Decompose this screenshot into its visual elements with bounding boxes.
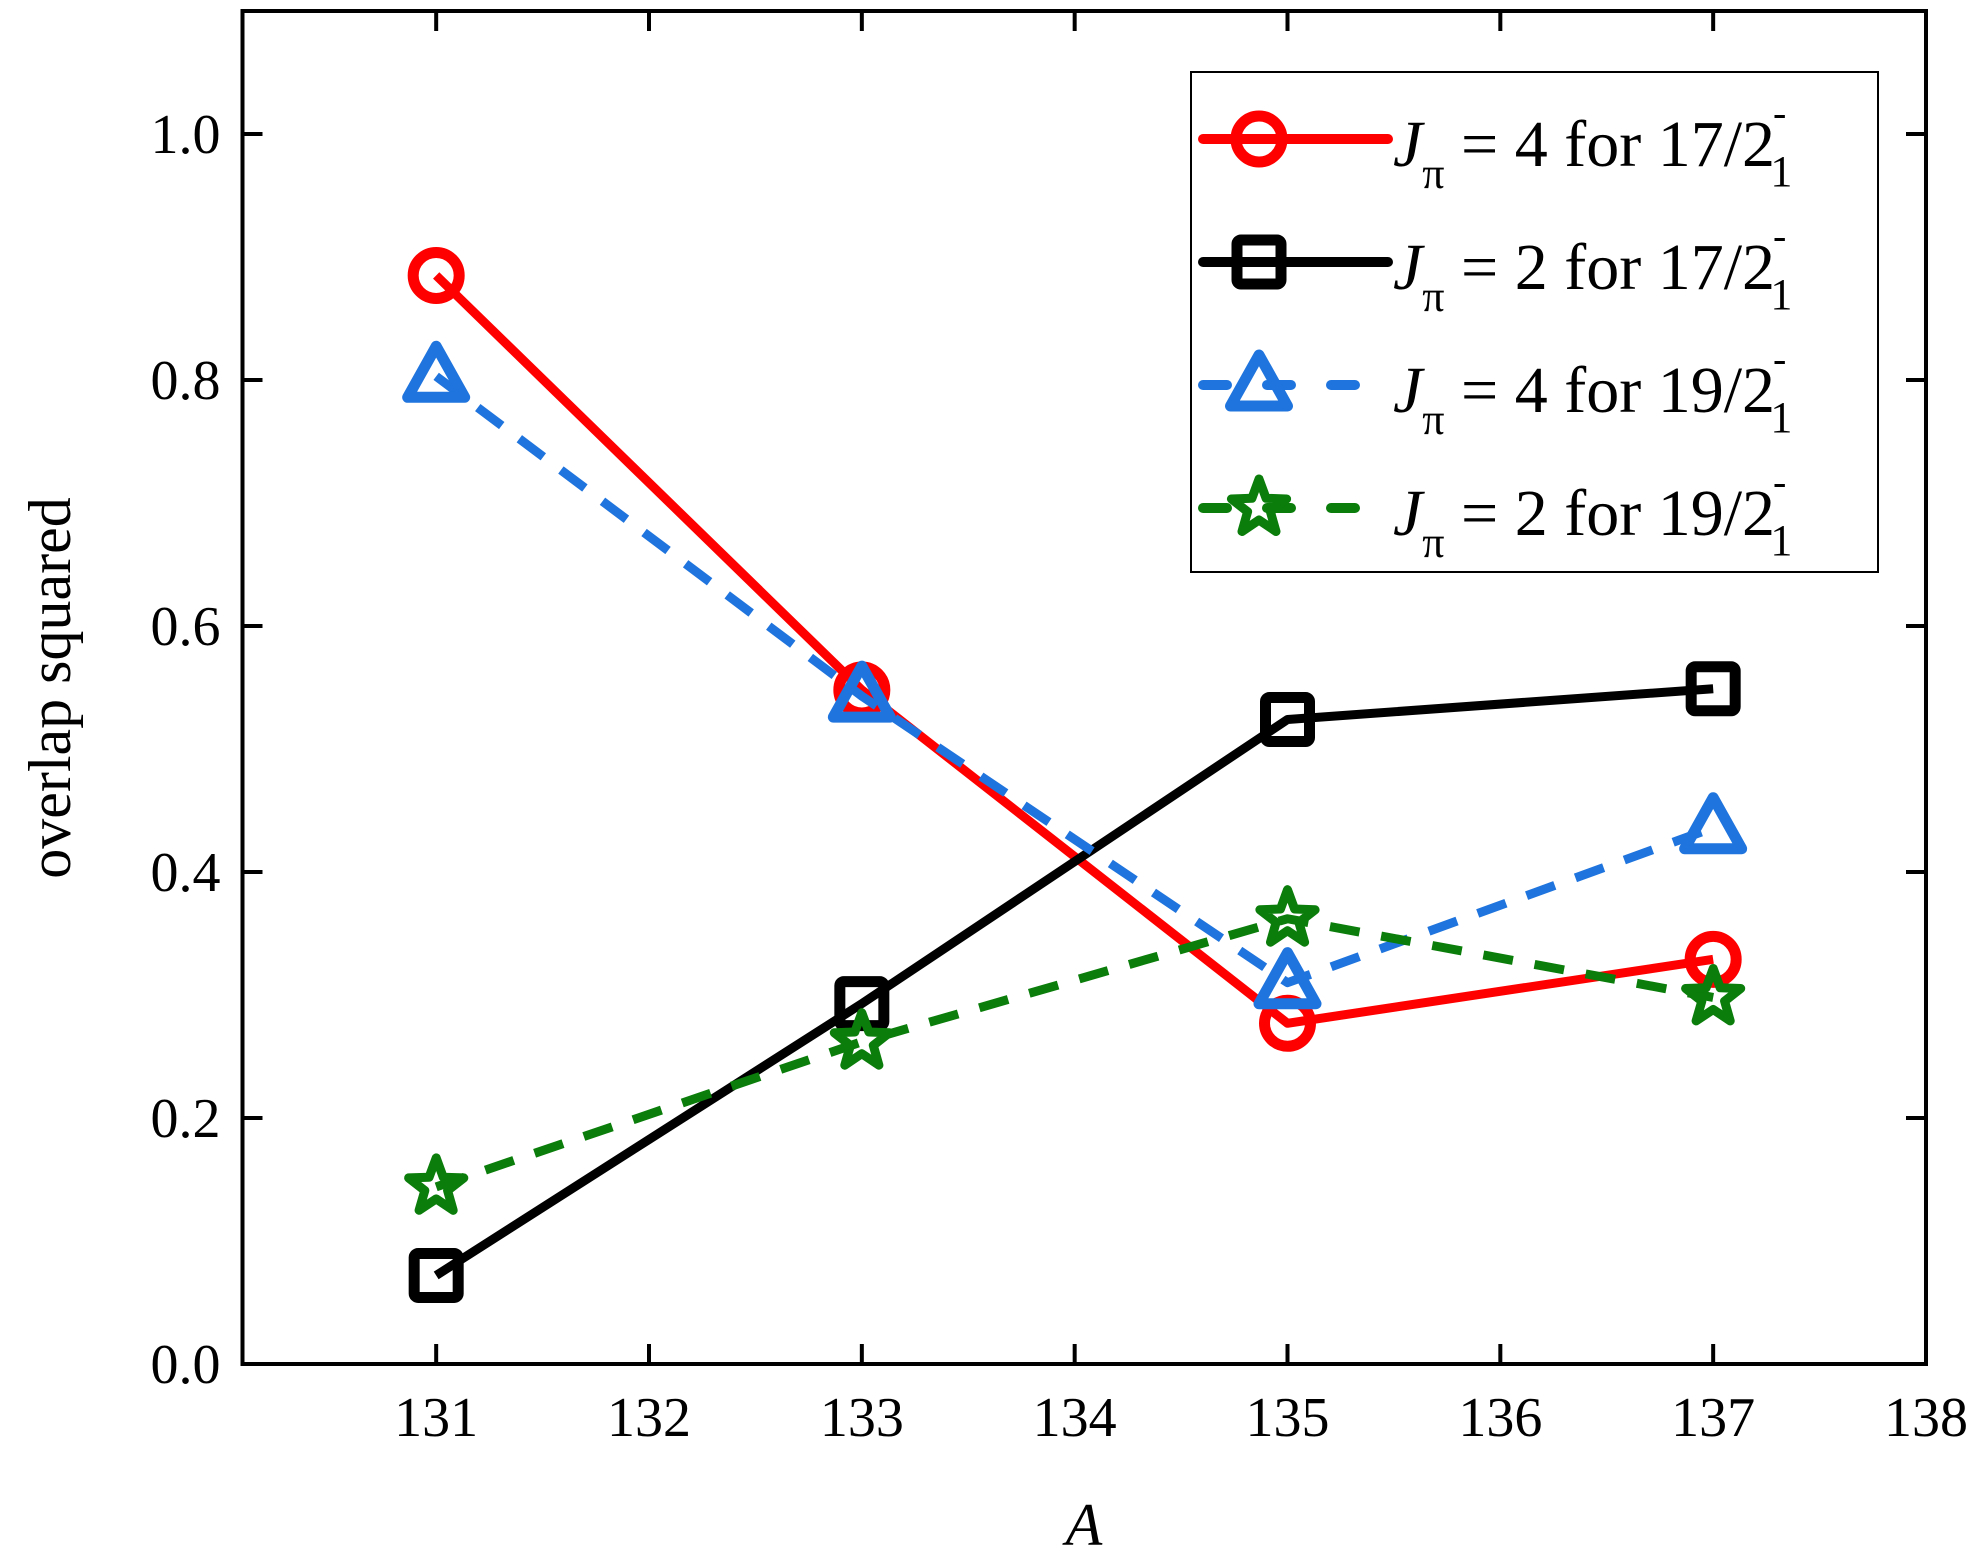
ticks: 131 132 133 134 135 136 137 138 0.0 0.2 0.4 0.6 0.8 1… — [151, 11, 1968, 1449]
legend-label-sup: - — [1773, 213, 1786, 258]
legend: Jπ = 4 for 17/2-1Jπ = 2 for 17/2-1Jπ = 4… — [1190, 71, 1879, 573]
legend-label-sym: J — [1393, 231, 1425, 304]
y-tick-label: 0.8 — [151, 350, 221, 412]
x-tick-label: 137 — [1671, 1387, 1755, 1449]
legend-label-sub: π — [1422, 149, 1444, 198]
triangle-marker — [1253, 947, 1322, 1010]
x-tick-label: 136 — [1458, 1387, 1542, 1449]
series-square — [408, 661, 1741, 1303]
series-line — [433, 684, 1714, 1280]
legend-label-sub: π — [1422, 395, 1444, 444]
x-tick-label: 131 — [394, 1387, 478, 1449]
legend-item: Jπ = 2 for 17/2- 1 — [1198, 213, 1792, 321]
triangle-marker — [827, 660, 896, 723]
square-marker — [1260, 691, 1316, 747]
y-tick-label: 0.6 — [151, 596, 221, 658]
x-axis-label: A — [1062, 1492, 1103, 1555]
legend-label-sub2: 1 — [1770, 516, 1792, 565]
legend-label-sym: J — [1393, 108, 1425, 181]
series-line — [434, 914, 1714, 1192]
legend-label-sup: - — [1773, 459, 1786, 504]
circle-marker — [1684, 930, 1742, 988]
x-tick-label: 135 — [1246, 1387, 1330, 1449]
series-triangle — [402, 340, 1748, 1010]
legend-label-text: = 2 for 19/2 — [1445, 477, 1776, 550]
legend-item: Jπ = 2 for 19/2- 1 — [1198, 459, 1792, 567]
triangle-marker — [1679, 792, 1748, 855]
legend-label-sub: π — [1422, 272, 1444, 321]
legend-label: Jπ = 4 for 17/2- 1 — [1393, 90, 1792, 198]
square-marker — [1685, 661, 1741, 717]
y-tick-label: 0.0 — [151, 1334, 221, 1396]
legend-label-text: = 4 for 17/2 — [1445, 108, 1776, 181]
legend-label-sup: - — [1773, 336, 1786, 381]
legend-item: Jπ = 4 for 17/2- 1 — [1198, 90, 1792, 198]
legend-label: Jπ = 2 for 17/2- 1 — [1393, 213, 1792, 321]
y-tick-label: 0.2 — [151, 1088, 221, 1150]
series-star — [404, 885, 1746, 1215]
legend-label-sub2: 1 — [1770, 393, 1792, 442]
y-axis-label: overlap squared — [17, 497, 83, 879]
star-marker — [1226, 474, 1292, 536]
legend-label: Jπ = 4 for 19/2- 1 — [1393, 336, 1792, 444]
legend-box — [1190, 71, 1879, 573]
y-tick-label: 1.0 — [151, 104, 221, 166]
star-marker — [829, 1008, 894, 1070]
circle-marker — [1230, 110, 1288, 168]
legend-label-sub: π — [1422, 518, 1444, 567]
star-marker — [1681, 964, 1746, 1026]
legend-item: Jπ = 4 for 19/2- 1 — [1198, 336, 1792, 444]
x-tick-label: 138 — [1884, 1387, 1968, 1449]
legend-label-text: = 4 for 19/2 — [1445, 354, 1776, 427]
x-tick-label: 134 — [1033, 1387, 1117, 1449]
plot-frame — [240, 9, 1928, 1366]
legend-label-sym: J — [1393, 477, 1425, 550]
legend-label-sym: J — [1393, 354, 1425, 427]
star-marker — [1255, 885, 1320, 947]
square-marker — [408, 1247, 464, 1303]
legend-label-sup: - — [1773, 90, 1786, 135]
legend-label-sub2: 1 — [1770, 270, 1792, 319]
circle-marker — [407, 246, 465, 304]
x-tick-label: 132 — [607, 1387, 691, 1449]
triangle-marker — [402, 340, 471, 403]
legend-label: Jπ = 2 for 19/2- 1 — [1393, 459, 1792, 567]
square-marker — [1231, 234, 1287, 290]
legend-label-sub2: 1 — [1770, 147, 1792, 196]
star-marker — [404, 1153, 469, 1215]
x-tick-label: 133 — [820, 1387, 904, 1449]
y-tick-label: 0.4 — [151, 842, 221, 904]
triangle-marker — [1225, 349, 1293, 412]
legend-label-text: = 2 for 17/2 — [1445, 231, 1776, 304]
series-layer — [402, 246, 1748, 1303]
series-line — [433, 372, 1715, 988]
